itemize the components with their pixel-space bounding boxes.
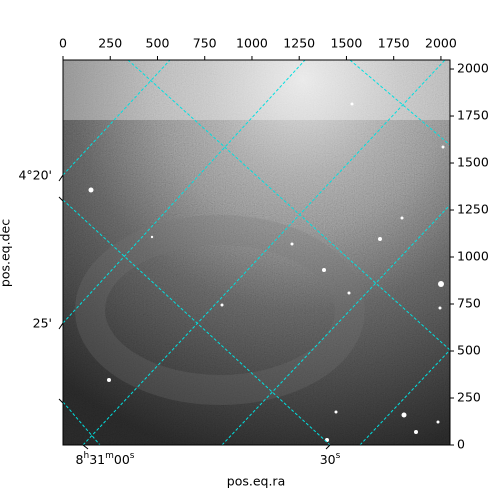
x-tick-label: 2000	[425, 36, 457, 51]
y-tick-label: 500	[457, 343, 481, 358]
y-tick-label: 1750	[457, 108, 489, 123]
world-ticks	[58, 174, 331, 450]
y-tick-label: 0	[457, 437, 465, 452]
grid-line	[82, 60, 446, 445]
grid-line	[127, 60, 450, 351]
x-axis-label: pos.eq.ra	[227, 474, 285, 489]
grid-line	[63, 199, 331, 445]
x-tick-label: 1250	[283, 36, 315, 51]
y-tick-label: 250	[457, 390, 481, 405]
grid-line	[221, 204, 450, 445]
world-x-tick-label: 30s	[320, 451, 341, 467]
coordinate-grid	[63, 60, 450, 445]
y-axis-label: pos.eq.dec	[0, 219, 13, 287]
world-y-tick-label: 25'	[33, 316, 52, 331]
grid-line	[349, 60, 450, 146]
x-tick-label: 1000	[236, 36, 268, 51]
y-tick-label: 750	[457, 296, 481, 311]
world-x-tick-label: 8h31m00s	[76, 451, 135, 467]
grid-line	[63, 401, 101, 445]
x-tick-label: 0	[59, 36, 67, 51]
y-tick-label: 1500	[457, 155, 489, 170]
y-tick-label: 1000	[457, 249, 489, 264]
y-tick-label: 2000	[457, 61, 489, 76]
image	[63, 60, 450, 445]
grid-line	[63, 60, 306, 324]
x-tick-label: 500	[146, 36, 170, 51]
y-tick-label: 1250	[457, 202, 489, 217]
axes-frame	[62, 59, 451, 446]
x-tick-label: 250	[98, 36, 122, 51]
grid-line	[63, 60, 171, 176]
x-tick-label: 1500	[331, 36, 363, 51]
x-tick-label: 750	[193, 36, 217, 51]
world-y-tick-label: 4°20'	[18, 168, 52, 183]
x-tick-label: 1750	[378, 36, 410, 51]
grid-line	[359, 349, 450, 445]
